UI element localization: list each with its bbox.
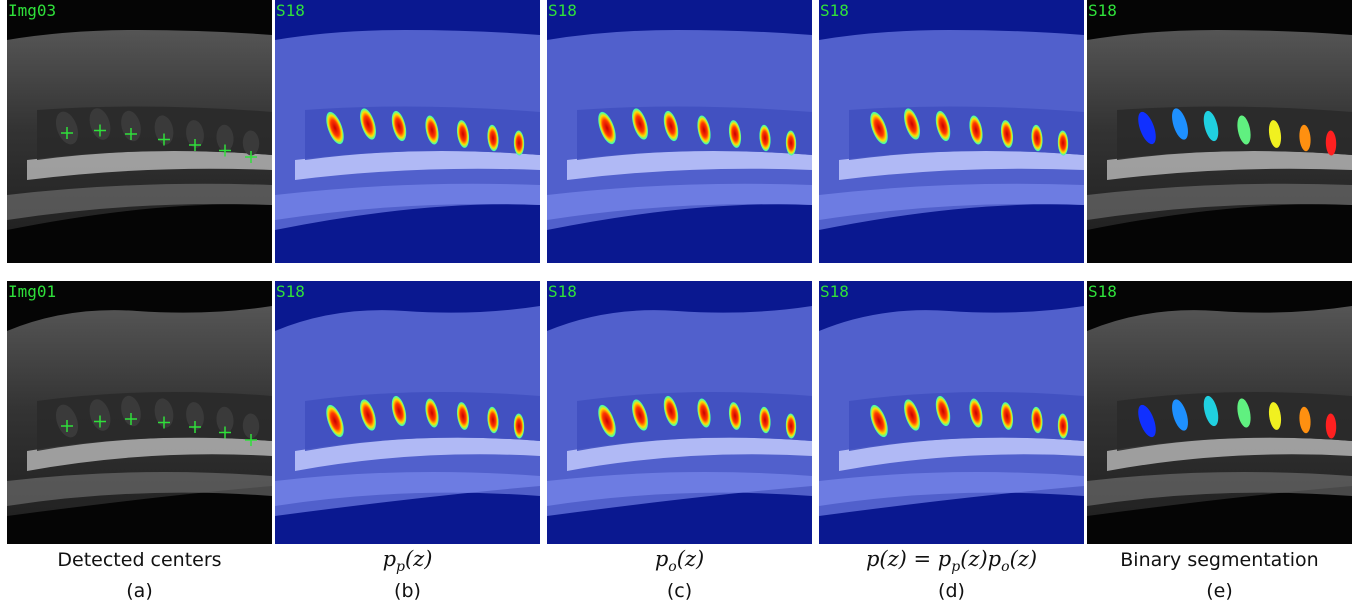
panel-label: S18 [276,1,305,20]
caption-subscript: p [951,559,960,575]
panel-label: S18 [1088,282,1117,301]
figure: Img03 S18 S18 S18 S18 Img01 S18 S18 S18 S18 Detect… [0,0,1366,613]
image-panel: Img01 [7,281,272,544]
image-panel: Img03 [7,0,272,263]
caption-subscript: p [396,559,405,575]
caption-text: Binary segmentation [1120,549,1318,571]
image-panel: S18 [1087,281,1352,544]
caption-letter: (e) [1206,580,1233,602]
image-panel: S18 [275,0,540,263]
panel-label: S18 [548,282,577,301]
image-panel: S18 [819,0,1084,263]
caption-text: (z)p [960,547,1001,571]
image-panel: S18 [547,0,812,263]
panel-label: S18 [820,282,849,301]
caption: po(z) [655,547,704,575]
caption-text: p [655,547,668,571]
caption-text: (z) [1010,547,1037,571]
caption: p(z) = pp(z)po(z) [866,547,1037,575]
caption-letter: (d) [938,580,965,602]
caption-text: p [383,547,396,571]
image-panel: S18 [819,281,1084,544]
caption-text: (z) [405,547,432,571]
panel-label: Img01 [8,282,56,301]
panel-label: S18 [548,1,577,20]
caption-letter: (b) [394,580,421,602]
image-panel: S18 [275,281,540,544]
panel-label: S18 [276,282,305,301]
image-panel: S18 [1087,0,1352,263]
caption-subscript: o [668,559,676,575]
image-panel: S18 [547,281,812,544]
caption-letter: (a) [126,580,152,602]
caption-subscript: o [1001,559,1009,575]
panel-label: Img03 [8,1,56,20]
caption: Binary segmentation [1120,549,1318,571]
caption-text: p(z) = p [866,547,951,571]
caption: Detected centers [57,549,221,571]
caption-text: Detected centers [57,549,221,571]
panel-label: S18 [1088,1,1117,20]
panel-label: S18 [820,1,849,20]
caption-text: (z) [677,547,704,571]
caption: pp(z) [383,547,433,575]
caption-letter: (c) [667,580,692,602]
